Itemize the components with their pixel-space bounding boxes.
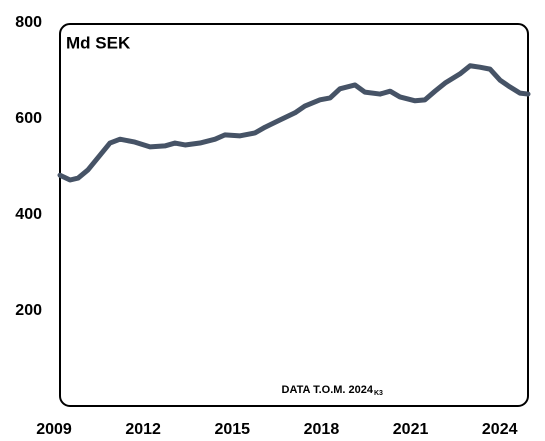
plot-frame bbox=[59, 23, 529, 407]
y-tick-label: 400 bbox=[15, 206, 42, 223]
data-line bbox=[57, 63, 531, 183]
x-tick-label: 2024 bbox=[482, 421, 518, 438]
x-tick-label: 2012 bbox=[125, 421, 161, 438]
y-tick-label: 200 bbox=[15, 302, 42, 319]
axis-label: Md SEK bbox=[66, 33, 131, 52]
annotation: DATA T.O.M. 2024 bbox=[282, 384, 374, 396]
x-tick-label: 2009 bbox=[36, 421, 72, 438]
x-tick-label: 2021 bbox=[393, 421, 429, 438]
y-tick-label: 800 bbox=[15, 14, 42, 31]
annotation-sub: K3 bbox=[374, 390, 383, 397]
x-tick-label: 2018 bbox=[304, 421, 340, 438]
y-tick-label: 600 bbox=[15, 110, 42, 127]
x-tick-label: 2015 bbox=[214, 421, 250, 438]
